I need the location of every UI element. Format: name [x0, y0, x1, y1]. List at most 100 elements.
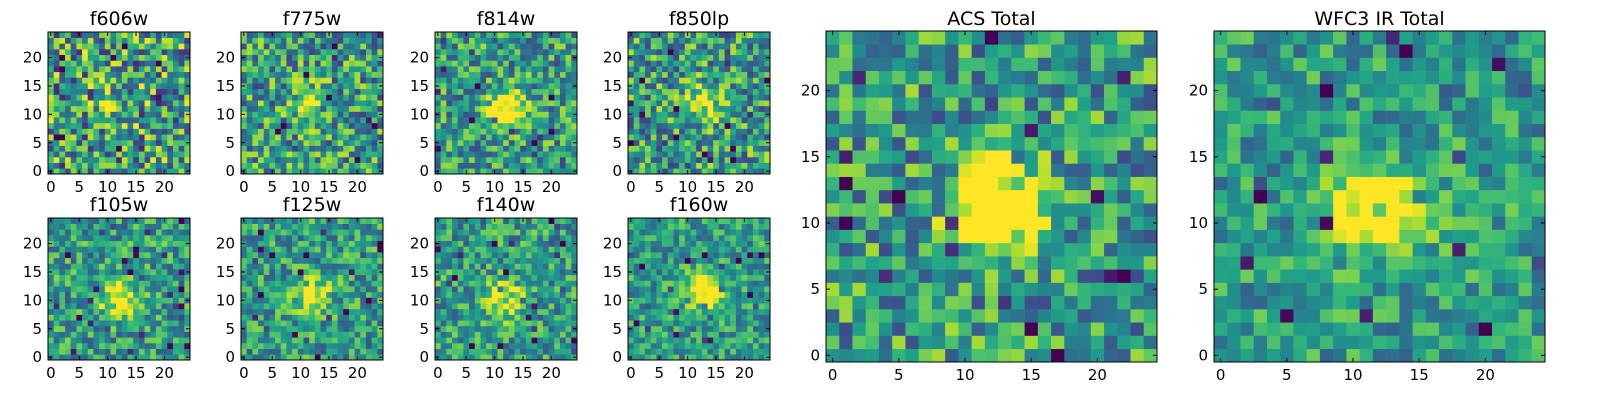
heatmap-cell — [474, 252, 481, 259]
heatmap-cell — [110, 151, 117, 158]
heatmap-cell — [525, 263, 532, 270]
heatmap-cell — [365, 88, 372, 95]
heatmap-cell — [469, 145, 476, 152]
heatmap-cell — [548, 60, 555, 67]
heatmap-cell — [76, 240, 83, 247]
heatmap-cell — [503, 235, 510, 242]
heatmap-cell — [303, 162, 310, 169]
heatmap-cell — [246, 71, 253, 78]
heatmap-cell — [110, 235, 117, 242]
heatmap-cell — [275, 325, 282, 332]
heatmap-cell — [326, 139, 333, 146]
heatmap-cell — [565, 274, 572, 281]
heatmap-cell — [121, 32, 128, 38]
heatmap-cell — [548, 235, 555, 242]
heatmap-cell — [354, 156, 361, 163]
heatmap-cell — [497, 314, 504, 321]
heatmap-cell — [354, 145, 361, 152]
heatmap-cell — [172, 71, 179, 78]
heatmap-cell — [377, 280, 384, 287]
heatmap-cell — [326, 274, 333, 281]
heatmap-cell — [645, 274, 652, 281]
heatmap-cell — [127, 342, 134, 349]
heatmap-cell — [469, 139, 476, 146]
heatmap-cell — [133, 269, 140, 276]
heatmap-cell — [764, 71, 771, 78]
heatmap-cell — [684, 342, 691, 349]
heatmap-cell — [741, 337, 748, 344]
heatmap-cell — [696, 134, 703, 141]
heatmap-cell — [650, 100, 657, 107]
heatmap-cell — [70, 303, 77, 310]
heatmap-cell — [480, 162, 487, 169]
heatmap-cell — [735, 168, 742, 175]
heatmap-cell — [679, 88, 686, 95]
heatmap-cell — [525, 105, 532, 112]
heatmap-cell — [258, 83, 265, 90]
heatmap-cell — [269, 286, 276, 293]
heatmap-cell — [178, 269, 185, 276]
heatmap-cell — [758, 151, 765, 158]
heatmap-cell — [684, 37, 691, 44]
heatmap-cell — [554, 269, 561, 276]
heatmap-cell — [713, 303, 720, 310]
heatmap-cell — [565, 71, 572, 78]
heatmap-cell — [371, 263, 378, 270]
heatmap-cell — [435, 331, 441, 338]
heatmap-cell — [571, 77, 578, 84]
heatmap-cell — [491, 49, 498, 56]
heatmap-cell — [161, 117, 168, 124]
heatmap-cell — [155, 240, 162, 247]
heatmap-cell — [297, 49, 304, 56]
heatmap-cell — [656, 77, 663, 84]
heatmap-cell — [337, 308, 344, 315]
heatmap-cell — [70, 291, 77, 298]
heatmap-cell — [246, 354, 253, 361]
heatmap-cell — [684, 94, 691, 101]
heatmap-cell — [65, 100, 72, 107]
heatmap-cell — [314, 280, 321, 287]
heatmap-cell — [542, 111, 549, 118]
heatmap-cell — [707, 274, 714, 281]
heatmap-cell — [690, 43, 697, 50]
heatmap-cell — [503, 348, 510, 355]
heatmap-cell — [110, 331, 117, 338]
heatmap-cell — [155, 218, 162, 224]
heatmap-cell — [440, 354, 447, 361]
heatmap-cell — [155, 257, 162, 264]
heatmap-cell — [514, 128, 521, 135]
heatmap-cell — [764, 337, 771, 344]
heatmap-cell — [730, 320, 737, 327]
heatmap-cell — [252, 235, 259, 242]
heatmap-cell — [508, 303, 515, 310]
heatmap-cell — [752, 320, 759, 327]
heatmap-cell — [497, 286, 504, 293]
heatmap-cell — [53, 218, 60, 224]
heatmap-cell — [531, 77, 538, 84]
heatmap-cell — [252, 252, 259, 259]
heatmap-cell — [104, 151, 111, 158]
heatmap-cell — [491, 77, 498, 84]
heatmap-cell — [326, 105, 333, 112]
heatmap-cell — [246, 134, 253, 141]
heatmap-cell — [724, 337, 731, 344]
heatmap-cell — [354, 314, 361, 321]
heatmap-cell — [314, 348, 321, 355]
heatmap-cell — [172, 122, 179, 129]
heatmap-cell — [747, 331, 754, 338]
heatmap-cell — [297, 122, 304, 129]
heatmap-cell — [503, 37, 510, 44]
heatmap-cell — [435, 348, 441, 355]
heatmap-cell — [365, 274, 372, 281]
heatmap-cell — [707, 297, 714, 304]
y-tick-label: 5 — [612, 134, 622, 152]
heatmap-cell — [286, 246, 293, 253]
heatmap-cell — [246, 235, 253, 242]
heatmap-cell — [286, 274, 293, 281]
heatmap-cell — [758, 337, 765, 344]
heatmap-cell — [469, 66, 476, 73]
heatmap-cell — [377, 229, 384, 236]
heatmap-cell — [537, 111, 544, 118]
heatmap-cell — [571, 257, 578, 264]
heatmap-cell — [127, 156, 134, 163]
